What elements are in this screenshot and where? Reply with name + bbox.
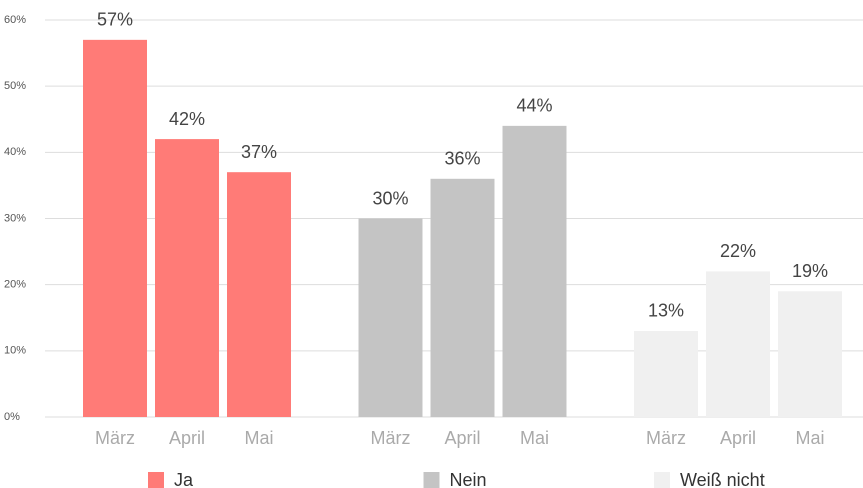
bar [430,178,495,417]
bar [502,125,567,417]
x-tick-label: März [95,428,135,448]
y-tick-label: 50% [4,80,26,92]
value-label: 42% [169,109,205,129]
value-label: 13% [648,301,684,321]
x-tick-label: April [169,428,205,448]
value-label: 36% [444,149,480,169]
value-label: 30% [372,188,408,208]
bar [83,39,147,417]
x-tick-label: März [371,428,411,448]
value-label: 22% [720,241,756,261]
bar [706,271,770,417]
y-tick-label: 10% [4,345,26,357]
y-tick-label: 20% [4,279,26,291]
legend-swatch [423,472,440,488]
bar [358,218,423,417]
y-tick-label: 40% [4,146,26,158]
legend-label: Weiß nicht [680,470,765,488]
value-label: 57% [97,10,133,30]
y-tick-label: 30% [4,212,26,224]
y-tick-label: 60% [4,14,26,26]
x-tick-label: April [444,428,480,448]
value-label: 37% [241,142,277,162]
x-tick-label: März [646,428,686,448]
bar [634,330,698,417]
x-tick-label: Mai [520,428,549,448]
bar [155,139,219,417]
bar [778,291,842,417]
value-label: 19% [792,261,828,281]
legend-swatch [654,472,670,488]
x-tick-label: Mai [795,428,824,448]
x-tick-label: April [720,428,756,448]
x-tick-label: Mai [244,428,273,448]
y-tick-label: 0% [4,411,20,423]
legend-label: Nein [450,470,487,488]
legend-swatch [148,472,164,488]
bar [227,172,291,417]
legend-label: Ja [174,470,194,488]
value-label: 44% [516,96,552,116]
